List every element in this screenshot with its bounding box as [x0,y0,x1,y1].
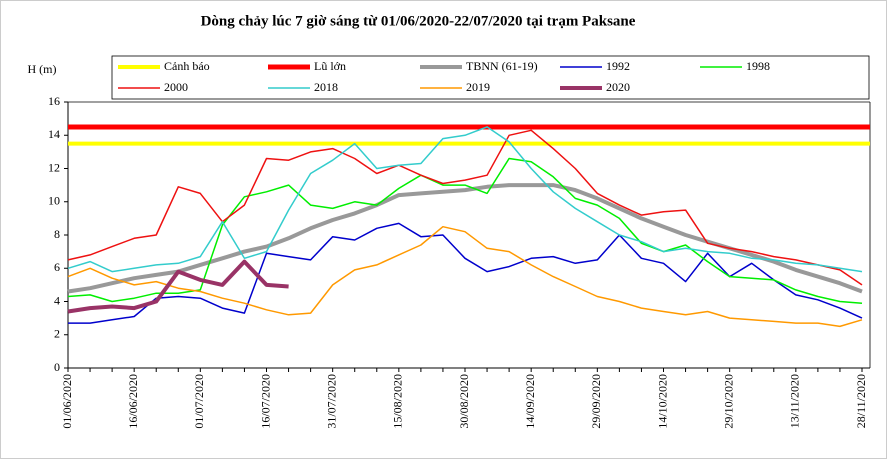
x-tick-label: 29/10/2020 [721,374,735,429]
legend-label: TBNN (61-19) [466,59,538,73]
series-line [67,259,289,314]
y-tick-label: 6 [54,260,60,274]
x-tick-label: 16/07/2020 [258,374,272,429]
legend-label: 2019 [466,80,490,94]
x-tick-label: 28/11/2020 [854,374,868,428]
y-tick-label: 16 [48,94,60,108]
x-tick-label: 30/08/2020 [457,374,471,429]
x-tick-label: 31/07/2020 [324,374,338,429]
y-axis-label: H (m) [28,62,57,76]
x-tick-label: 29/09/2020 [589,374,603,429]
y-tick-label: 10 [48,194,60,208]
chart-title: Dòng chảy lúc 7 giờ sáng từ 01/06/2020-2… [201,13,636,29]
series-line [67,129,863,286]
y-tick-label: 0 [54,360,60,374]
y-tick-label: 2 [54,327,60,341]
legend-label: 2020 [606,80,630,94]
x-tick-label: 16/06/2020 [126,374,140,429]
x-tick-label: 13/11/2020 [788,374,802,428]
x-tick-label: 15/08/2020 [391,374,405,429]
x-tick-label: 14/09/2020 [523,374,537,429]
y-tick-label: 4 [54,293,60,307]
legend-label: 1998 [746,59,770,73]
legend-label: Cảnh báo [164,59,210,73]
x-tick-label: 01/06/2020 [60,374,74,429]
legend-label: 2000 [164,80,188,94]
x-tick-label: 14/10/2020 [655,374,669,429]
legend-label: 1992 [606,59,630,73]
series-line [67,225,863,328]
y-tick-label: 14 [48,127,60,141]
series-line [67,126,863,273]
legend [111,55,870,100]
series-line [67,157,863,304]
legend-label: 2018 [314,80,338,94]
x-tick-label: 01/07/2020 [192,374,206,429]
y-tick-label: 8 [54,227,60,241]
legend-label: Lũ lớn [314,59,346,73]
y-tick-label: 12 [48,160,60,174]
